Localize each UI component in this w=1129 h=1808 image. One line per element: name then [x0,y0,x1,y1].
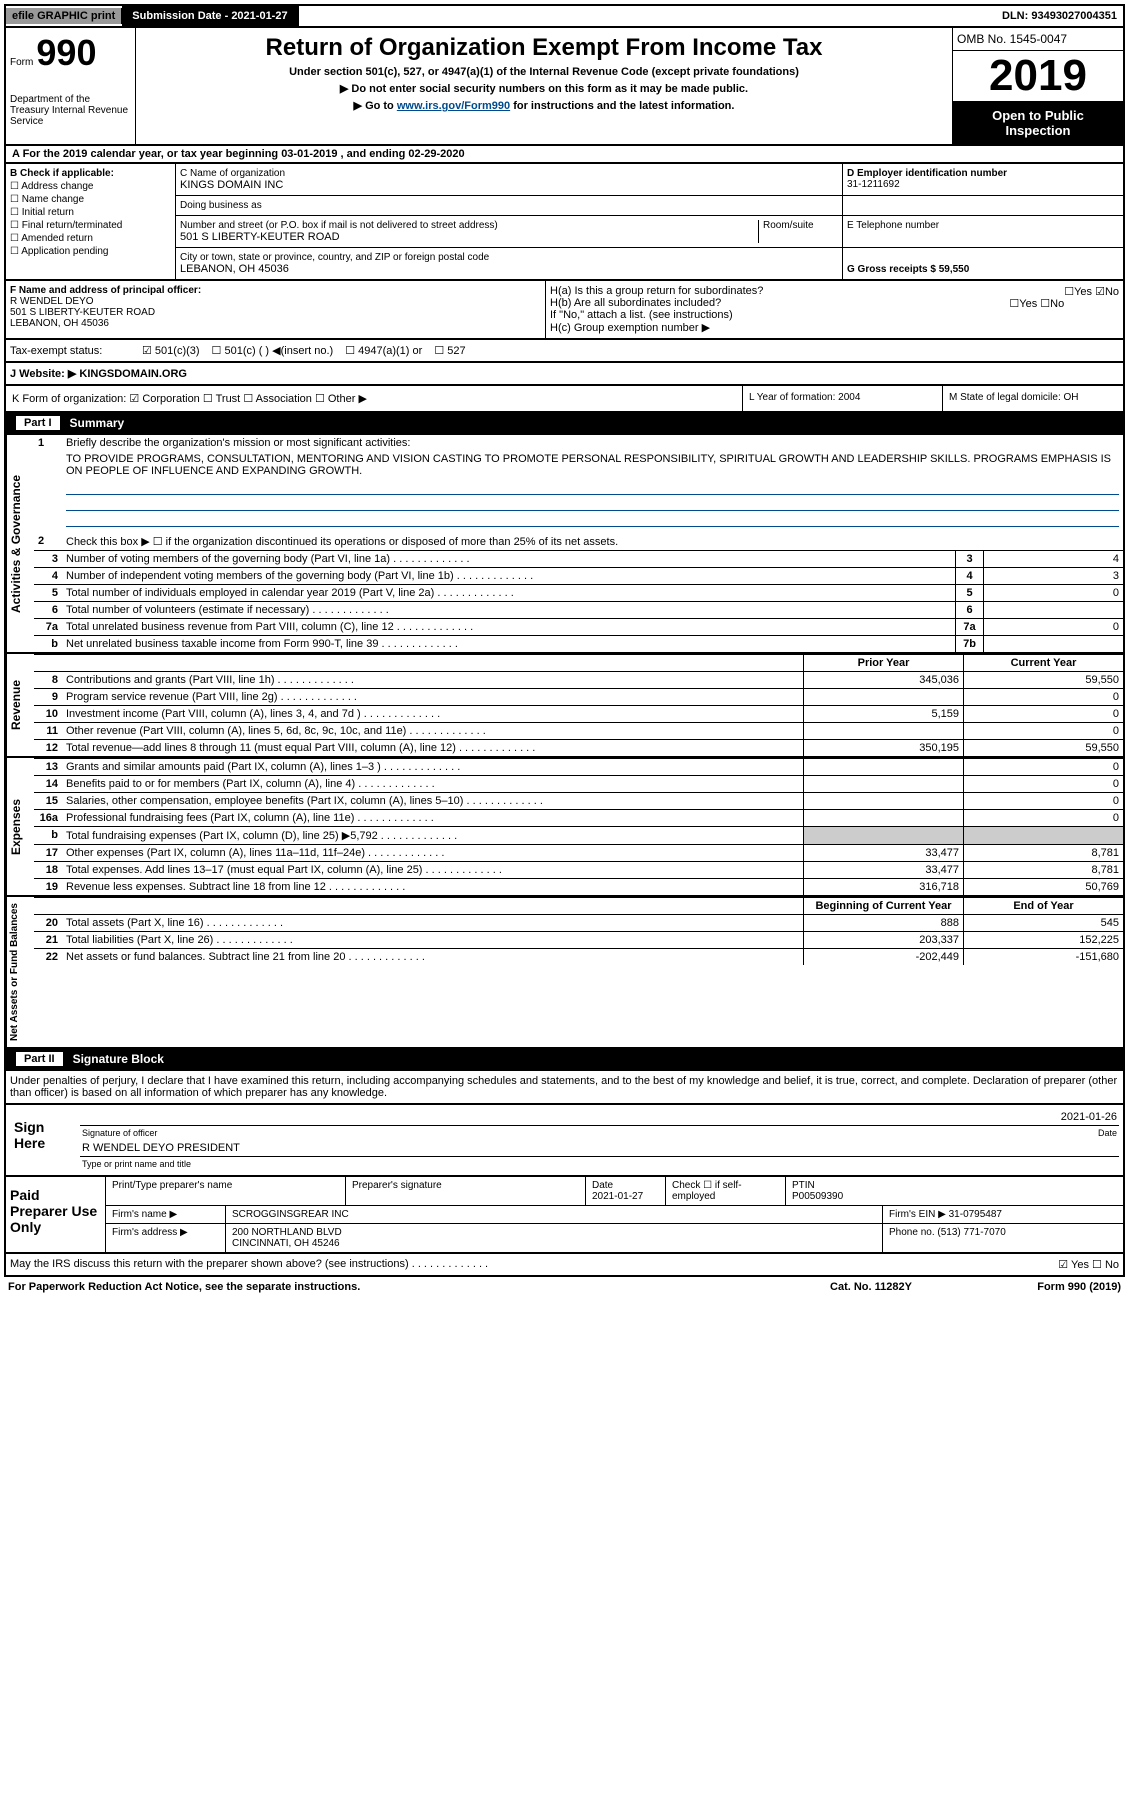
subtitle: Under section 501(c), 527, or 4947(a)(1)… [142,66,946,78]
city-addr: LEBANON, OH 45036 [180,263,838,275]
chk-initial-return[interactable]: ☐ Initial return [10,207,171,218]
netassets-section: Net Assets or Fund Balances Beginning of… [4,897,1125,1049]
firm-ein: 31-0795487 [949,1209,1002,1220]
activities-section: Activities & Governance 1Briefly describ… [4,435,1125,654]
ein: 31-1211692 [847,179,1119,190]
dln: DLN: 93493027004351 [996,8,1123,24]
row-fhg: F Name and address of principal officer:… [4,281,1125,340]
gross-receipts: G Gross receipts $ 59,550 [847,264,969,275]
street-addr: 501 S LIBERTY-KEUTER ROAD [180,231,758,243]
col-b: B Check if applicable: ☐ Address change … [6,164,176,279]
part2-header: Part II Signature Block [4,1049,1125,1071]
form-title: Return of Organization Exempt From Incom… [142,34,946,62]
org-name: KINGS DOMAIN INC [180,179,838,191]
chk-corp[interactable]: ☑ Corporation [129,393,199,405]
section-bcd: B Check if applicable: ☐ Address change … [4,164,1125,281]
chk-assoc[interactable]: ☐ Association [243,393,312,405]
omb: OMB No. 1545-0047 [953,28,1123,51]
website-row: J Website: ▶ KINGSDOMAIN.ORG [4,363,1125,386]
form-label: Form [10,57,33,68]
chk-4947[interactable]: ☐ 4947(a)(1) or [345,344,422,357]
year-formation: L Year of formation: 2004 [743,386,943,411]
chk-name-change[interactable]: ☐ Name change [10,194,171,205]
chk-501c3[interactable]: ☑ 501(c)(3) [142,344,200,357]
top-bar: efile GRAPHIC print Submission Date - 20… [4,4,1125,28]
mission-text: TO PROVIDE PROGRAMS, CONSULTATION, MENTO… [66,453,1119,477]
chk-527[interactable]: ☐ 527 [434,344,465,357]
chk-pending[interactable]: ☐ Application pending [10,246,171,257]
ptin: P00509390 [792,1191,843,1202]
efile-label: efile GRAPHIC print [6,8,122,24]
chk-final-return[interactable]: ☐ Final return/terminated [10,220,171,231]
part1-header: Part I Summary [4,413,1125,435]
expenses-section: Expenses 13Grants and similar amounts pa… [4,758,1125,897]
form-number: 990 [36,32,96,73]
dept-label: Department of the Treasury Internal Reve… [10,94,131,127]
form-header: Form 990 Department of the Treasury Inte… [4,28,1125,146]
website: KINGSDOMAIN.ORG [79,368,187,380]
sub3: ▶ Go to www.irs.gov/Form990 for instruct… [142,99,946,112]
officer-print-name: R WENDEL DEYO PRESIDENT [82,1142,240,1154]
sign-date: 2021-01-26 [1061,1111,1117,1123]
sub2: ▶ Do not enter social security numbers o… [142,82,946,95]
paid-preparer-block: Paid Preparer Use Only Print/Type prepar… [4,1177,1125,1254]
chk-other[interactable]: ☐ Other ▶ [315,393,367,405]
row-a: A For the 2019 calendar year, or tax yea… [4,146,1125,164]
firm-name: SCROGGINSGREAR INC [226,1206,883,1223]
instructions-link[interactable]: www.irs.gov/Form990 [397,100,510,112]
tax-exempt-row: Tax-exempt status: ☑ 501(c)(3) ☐ 501(c) … [4,340,1125,363]
bottom-line: For Paperwork Reduction Act Notice, see … [4,1277,1125,1297]
chk-amended[interactable]: ☐ Amended return [10,233,171,244]
chk-501c[interactable]: ☐ 501(c) ( ) ◀(insert no.) [212,344,334,357]
discuss-yes[interactable]: ☑ Yes ☐ No [1058,1258,1119,1271]
penalty-text: Under penalties of perjury, I declare th… [4,1071,1125,1105]
tax-year: 2019 [953,51,1123,102]
chk-trust[interactable]: ☐ Trust [203,393,240,405]
chk-address-change[interactable]: ☐ Address change [10,181,171,192]
discuss-row: May the IRS discuss this return with the… [4,1254,1125,1277]
row-klm: K Form of organization: ☑ Corporation ☐ … [4,386,1125,413]
revenue-section: Revenue Prior YearCurrent Year 8Contribu… [4,654,1125,758]
submission-date: Submission Date - 2021-01-27 [122,6,298,26]
open-public: Open to Public Inspection [953,102,1123,144]
sign-here-block: Sign Here 2021-01-26 Signature of office… [4,1105,1125,1177]
state-domicile: M State of legal domicile: OH [943,386,1123,411]
firm-phone: (513) 771-7070 [937,1227,1005,1238]
officer-name: R WENDEL DEYO [10,296,541,307]
